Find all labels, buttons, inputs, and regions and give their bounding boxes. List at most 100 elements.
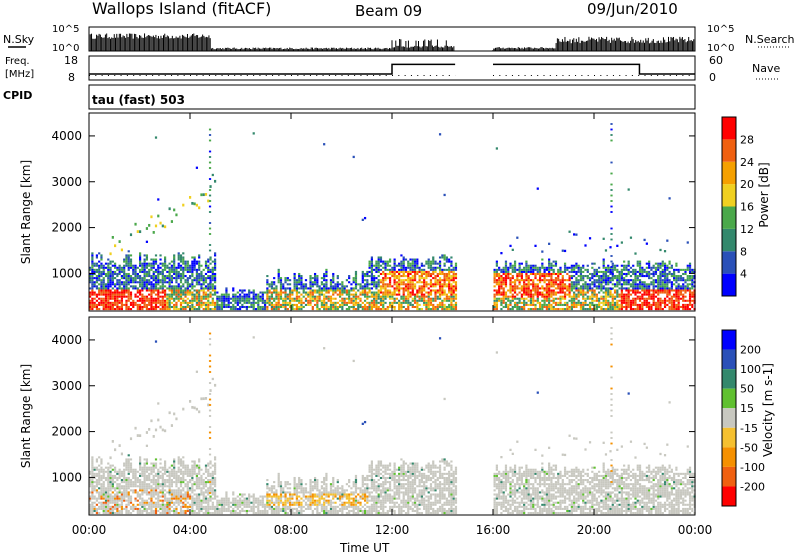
power-cell bbox=[350, 299, 353, 302]
power-cell bbox=[216, 297, 219, 300]
power-cell bbox=[382, 299, 385, 302]
power-cell bbox=[157, 297, 160, 300]
power-cell bbox=[588, 301, 592, 304]
velocity-cell bbox=[116, 499, 119, 502]
power-cell bbox=[493, 299, 496, 302]
power-cell bbox=[427, 262, 430, 265]
nave-dot bbox=[101, 75, 103, 76]
power-cell bbox=[607, 287, 610, 290]
power-cell bbox=[684, 289, 687, 292]
power-cell bbox=[395, 270, 398, 273]
power-cell bbox=[643, 301, 646, 304]
power-cell bbox=[111, 301, 114, 304]
power-cell bbox=[629, 275, 633, 278]
power-cbar-tick: 24 bbox=[740, 156, 754, 169]
power-cell bbox=[638, 262, 642, 265]
power-cell bbox=[216, 291, 219, 294]
power-cell bbox=[411, 277, 414, 280]
power-cell bbox=[109, 293, 112, 296]
power-cell bbox=[175, 285, 178, 288]
power-cell bbox=[220, 305, 224, 309]
power-cell bbox=[204, 303, 208, 306]
power-cell bbox=[195, 289, 199, 292]
power-cell bbox=[113, 293, 117, 296]
power-cell bbox=[93, 305, 96, 309]
power-cell bbox=[207, 295, 210, 298]
power-cell bbox=[118, 240, 121, 243]
power-cell bbox=[148, 283, 151, 286]
power-cell bbox=[154, 258, 158, 261]
power-cell bbox=[213, 179, 217, 183]
power-cell bbox=[363, 305, 367, 309]
power-cbar-tick: 20 bbox=[740, 178, 754, 191]
power-cell bbox=[543, 270, 546, 273]
velocity-cell bbox=[116, 493, 119, 496]
power-cell bbox=[438, 260, 442, 263]
power-cell bbox=[175, 277, 178, 280]
power-cell bbox=[627, 305, 630, 309]
power-cell bbox=[577, 289, 580, 292]
power-cell bbox=[382, 301, 385, 304]
power-cell bbox=[134, 281, 137, 284]
power-cell bbox=[368, 262, 371, 265]
power-cell bbox=[318, 297, 321, 300]
power-cell bbox=[554, 277, 558, 280]
power-cell bbox=[652, 266, 655, 269]
power-cell bbox=[610, 277, 613, 279]
power-cell bbox=[91, 293, 94, 296]
power-cell bbox=[636, 283, 639, 286]
power-cell bbox=[350, 283, 353, 286]
power-cell bbox=[523, 270, 526, 273]
power-cell bbox=[161, 268, 164, 271]
power-cell bbox=[677, 305, 680, 309]
power-cell bbox=[416, 308, 419, 311]
power-cell bbox=[91, 270, 94, 273]
power-cell bbox=[209, 285, 212, 288]
power-cell bbox=[282, 301, 285, 304]
power-cell bbox=[152, 297, 155, 300]
power-cell bbox=[663, 305, 667, 309]
power-cell bbox=[448, 303, 451, 306]
power-cell bbox=[407, 299, 410, 302]
power-cell bbox=[104, 289, 108, 292]
power-cell bbox=[452, 287, 455, 290]
power-cell bbox=[223, 303, 226, 306]
power-cell bbox=[182, 297, 185, 300]
power-cell bbox=[668, 272, 671, 276]
power-cell bbox=[450, 299, 453, 302]
power-cell bbox=[573, 303, 576, 306]
power-cell bbox=[270, 297, 273, 300]
power-cell bbox=[179, 293, 183, 296]
power-cell bbox=[336, 281, 339, 284]
power-cell bbox=[518, 291, 521, 294]
power-cell bbox=[375, 281, 378, 284]
power-cell bbox=[123, 277, 126, 280]
power-cell bbox=[243, 297, 246, 300]
power-cell bbox=[141, 299, 144, 302]
velocity-cell bbox=[116, 501, 119, 504]
power-cell bbox=[588, 305, 592, 309]
power-cell bbox=[504, 260, 508, 263]
power-cell bbox=[675, 299, 678, 302]
power-cell bbox=[395, 283, 398, 286]
power-cell bbox=[398, 281, 401, 284]
power-cell bbox=[575, 289, 578, 292]
power-cell bbox=[641, 275, 644, 278]
power-cell bbox=[368, 305, 371, 309]
power-cell bbox=[207, 264, 210, 267]
power-cell bbox=[686, 305, 689, 309]
power-cell bbox=[188, 285, 192, 288]
power-cell bbox=[300, 279, 303, 282]
power-cell bbox=[607, 305, 610, 309]
velocity-cell bbox=[91, 485, 94, 488]
power-cell bbox=[568, 275, 571, 278]
power-cell bbox=[577, 303, 580, 306]
power-cell bbox=[652, 287, 655, 290]
power-cell bbox=[411, 258, 414, 261]
power-cell bbox=[134, 268, 137, 271]
power-cell bbox=[207, 301, 210, 304]
power-cell bbox=[348, 275, 351, 278]
power-cell bbox=[125, 287, 128, 290]
power-cbar-tick: 8 bbox=[740, 245, 747, 258]
power-cell bbox=[123, 272, 126, 276]
